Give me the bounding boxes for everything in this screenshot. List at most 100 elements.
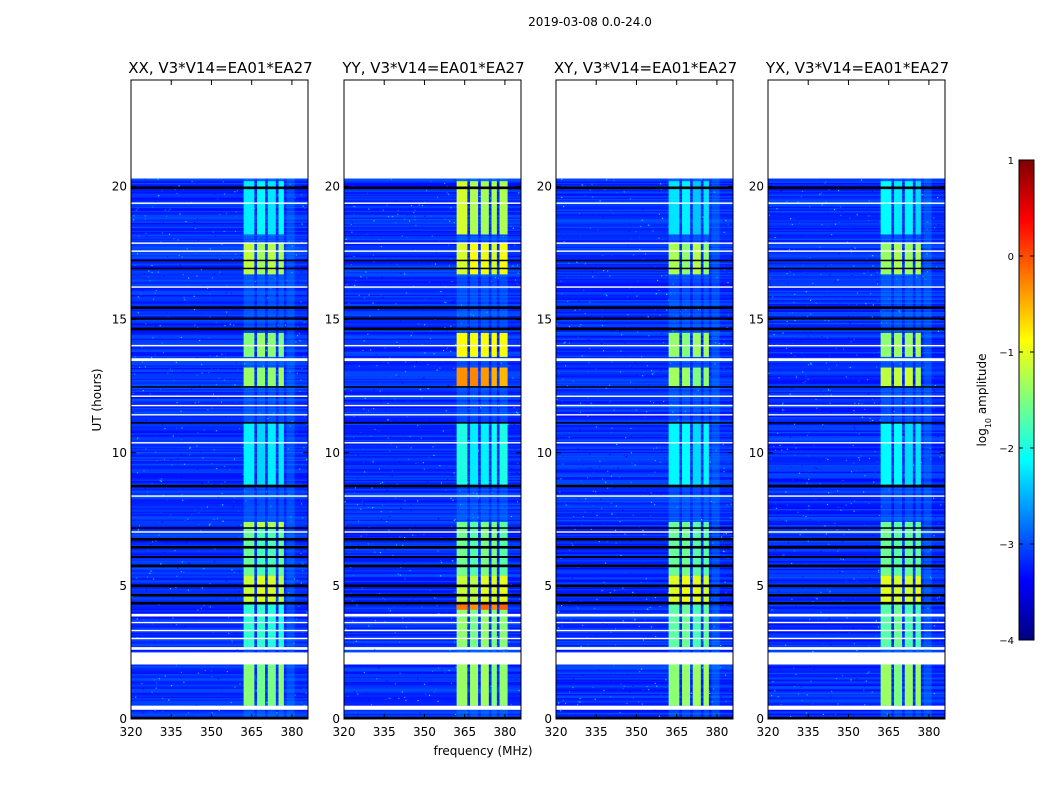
noise-row	[768, 624, 945, 627]
noise-speck	[232, 500, 235, 503]
noise-row	[344, 611, 521, 613]
noise-speck	[231, 258, 233, 261]
noise-speck	[190, 310, 192, 313]
noise-speck	[158, 521, 160, 523]
noise-speck	[937, 196, 939, 199]
blank-row	[344, 414, 521, 416]
noise-speck	[516, 341, 519, 344]
noise-speck	[196, 243, 198, 245]
noise-row	[556, 456, 733, 459]
rfi-block	[243, 242, 255, 275]
noise-speck	[431, 670, 434, 672]
noise-speck	[664, 457, 666, 459]
noise-row	[131, 179, 308, 182]
noise-row	[131, 440, 308, 443]
noise-speck	[618, 549, 620, 551]
noise-speck	[840, 214, 842, 217]
noise-speck	[402, 544, 404, 546]
noise-speck	[259, 388, 261, 391]
noise-speck	[490, 280, 492, 283]
noise-speck	[647, 316, 649, 318]
noise-speck	[641, 668, 643, 670]
noise-speck	[727, 281, 729, 284]
noise-speck	[390, 443, 392, 445]
noise-speck	[170, 685, 173, 687]
noise-row	[344, 503, 521, 506]
blank-row	[556, 531, 733, 533]
noise-row	[768, 502, 945, 504]
noise-speck	[350, 566, 352, 569]
noise-speck	[303, 207, 306, 209]
noise-row	[768, 600, 945, 603]
noise-row	[556, 536, 733, 539]
noise-speck	[219, 258, 221, 261]
noise-speck	[395, 374, 397, 376]
blank-row	[556, 495, 733, 497]
noise-speck	[395, 303, 397, 305]
noise-speck	[669, 497, 671, 500]
noise-row	[344, 207, 521, 210]
noise-speck	[378, 667, 380, 669]
noise-speck	[238, 536, 241, 538]
noise-speck	[818, 567, 820, 569]
noise-row	[556, 600, 733, 603]
noise-row	[344, 517, 521, 520]
noise-speck	[642, 408, 644, 410]
noise-speck	[284, 324, 286, 326]
noise-speck	[180, 476, 182, 478]
noise-speck	[355, 640, 357, 642]
noise-speck	[780, 274, 782, 276]
noise-row	[768, 482, 945, 484]
noise-speck	[412, 534, 414, 536]
noise-speck	[678, 180, 680, 182]
noise-row	[768, 695, 945, 697]
noise-speck	[777, 432, 779, 434]
noise-speck	[376, 610, 378, 612]
noise-row	[556, 560, 733, 563]
noise-row	[768, 446, 945, 448]
noise-speck	[584, 194, 586, 197]
noise-row	[344, 470, 521, 472]
noise-speck	[180, 336, 182, 339]
rfi-block	[267, 664, 276, 706]
noise-speck	[255, 280, 257, 283]
noise-row	[344, 384, 521, 387]
rfi-block	[480, 575, 489, 605]
noise-row	[131, 194, 308, 197]
noise-row	[344, 410, 521, 412]
noise-row	[768, 455, 945, 458]
noise-speck	[235, 215, 238, 217]
noise-speck	[469, 567, 471, 569]
rfi-block	[470, 367, 479, 387]
noise-row	[556, 579, 733, 581]
noise-speck	[634, 362, 636, 364]
noise-row	[131, 277, 308, 279]
noise-speck	[697, 506, 699, 508]
noise-speck	[594, 255, 597, 257]
noise-row	[131, 283, 308, 286]
noise-speck	[438, 613, 440, 615]
noise-speck	[146, 235, 148, 237]
noise-row	[344, 697, 521, 700]
noise-speck	[203, 567, 205, 570]
noise-row	[556, 218, 733, 221]
noise-row	[556, 354, 733, 356]
noise-speck	[370, 435, 372, 438]
noise-speck	[215, 235, 217, 237]
noise-speck	[182, 357, 184, 359]
noise-row	[344, 609, 521, 612]
blank-row	[131, 242, 308, 244]
noise-speck	[207, 233, 209, 235]
noise-row	[131, 211, 308, 214]
noise-row	[556, 525, 733, 528]
noise-row	[768, 182, 945, 185]
noise-row	[768, 715, 945, 717]
flagged-row	[131, 527, 308, 529]
noise-speck	[576, 261, 578, 263]
blank-row	[344, 202, 521, 204]
noise-speck	[713, 501, 715, 504]
noise-speck	[452, 635, 454, 638]
noise-row	[344, 608, 521, 611]
noise-speck	[568, 325, 571, 328]
y-tick-label: 10	[112, 446, 127, 460]
